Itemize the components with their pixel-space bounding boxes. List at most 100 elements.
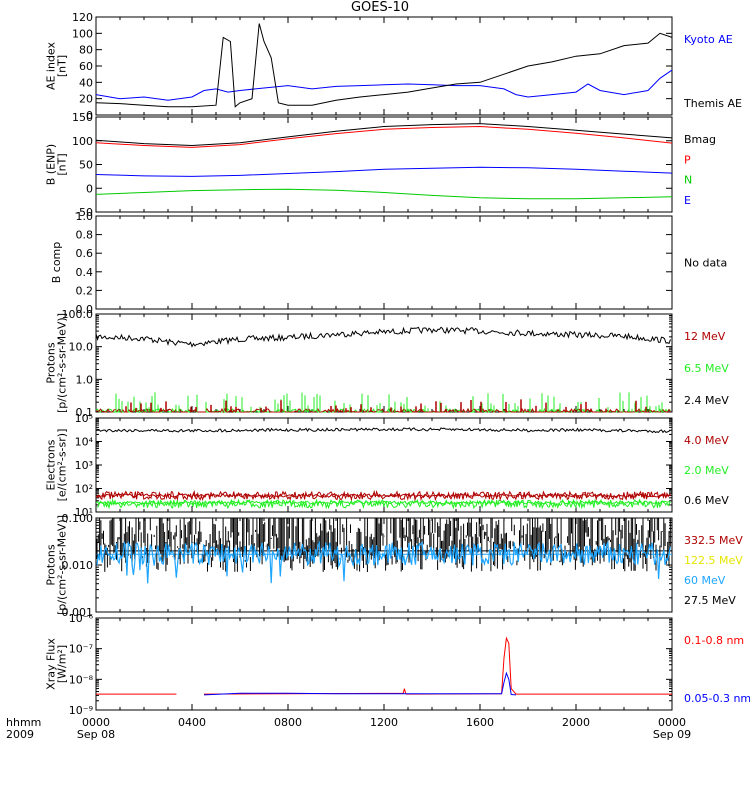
y-axis-label: AE index [45, 41, 58, 90]
series-line [95, 23, 673, 108]
y-tick-label: 1.0 [76, 373, 94, 386]
y-tick-label: 0.4 [76, 266, 94, 279]
y-tick-label: 10⁴ [75, 436, 94, 449]
x-tick-label: 0800 [274, 716, 302, 729]
legend-entry: 122.5 MeV [684, 554, 743, 567]
y-tick-label: 10⁻⁹ [69, 704, 93, 717]
y-axis-label: [e/(cm²-s-sr)] [56, 429, 69, 502]
panel-5: 10¹ 10² 10³ 10⁴ 10⁵ Electrons[e/(cm²-s-sr)] 4.… [45, 412, 730, 519]
series-6-5mev-spikes [115, 392, 663, 412]
series-4mev-noise [96, 489, 671, 502]
series-line [95, 123, 673, 147]
x-tick-date-label: Sep 09 [653, 728, 691, 741]
panel-2: -50 0 50 100 150 B (ENP)[nT] Bmag PNE [45, 111, 717, 219]
y-axis-label: [nT] [56, 55, 69, 77]
panel-6: 0.001 0.010 0.100 Protons[p/(cm²-s-sr-MeV)]… [45, 512, 744, 619]
y-tick-label: 10³ [75, 459, 93, 472]
plot-title: GOES-10 [350, 0, 409, 15]
y-tick-label: 1.0 [76, 210, 94, 223]
y-tick-label: 20 [79, 93, 93, 106]
legend-entry: No data [684, 257, 727, 270]
legend-entry: 0.6 MeV [684, 494, 729, 507]
legend-entry: Bmag [684, 133, 716, 146]
panel-4: 0.1 1.0 10.0 100.0 Protons[p/(cm²-s-sr-MeV)]… [45, 308, 730, 419]
y-tick-label: 10² [75, 483, 93, 496]
legend-entry: E [684, 194, 691, 207]
legend-entry: 0.1-0.8 nm [684, 634, 744, 647]
y-axis-label: Protons [45, 342, 58, 383]
y-tick-label: 10.0 [69, 341, 94, 354]
series-2mev-noise [96, 498, 671, 510]
y-tick-label: 0 [86, 109, 93, 122]
y-axis-label: [p/(cm²-s-sr-MeV)] [56, 313, 69, 413]
y-tick-label: 0.6 [76, 247, 94, 260]
y-tick-label: 150 [72, 111, 93, 124]
y-axis-label: [W/m²] [56, 645, 69, 683]
y-tick-label: 50 [79, 159, 93, 172]
x-tick-label: 0000 [658, 716, 686, 729]
legend-entry: Themis AE [683, 97, 742, 110]
legend-entry: 60 MeV [684, 574, 726, 587]
y-axis-label: B comp [50, 242, 63, 284]
y-tick-label: -50 [75, 206, 93, 219]
y-tick-label: 0.100 [62, 512, 94, 525]
panel-1: 0 20 40 60 80 100 120 AE index[nT] Kyoto AE Themi… [45, 11, 742, 122]
panel-frame [95, 16, 673, 116]
y-tick-label: 0.8 [76, 229, 94, 242]
y-axis-label: Protons [45, 544, 58, 585]
y-tick-label: 10⁵ [75, 412, 93, 425]
y-tick-label: 0.001 [62, 606, 94, 619]
y-axis-label: [p/(cm²-s-sr-MeV)] [56, 515, 69, 615]
series-line [203, 671, 517, 696]
legend-entry: 332.5 MeV [684, 534, 743, 547]
y-tick-label: 80 [79, 44, 93, 57]
y-tick-label: 10¹ [75, 506, 93, 519]
legend-entry: 2.0 MeV [684, 464, 729, 477]
x-tick-label: 1600 [466, 716, 494, 729]
series-line [95, 427, 671, 434]
series-line [95, 326, 671, 348]
y-tick-label: 120 [72, 11, 93, 24]
legend-entry: 0.05-0.3 nm [684, 692, 750, 705]
series-line [95, 493, 671, 499]
legend-entry: 12 MeV [684, 330, 726, 343]
series-line [96, 636, 672, 695]
y-tick-label: 40 [79, 76, 93, 89]
y-tick-label: 0.2 [76, 284, 94, 297]
x-tick-label: 1200 [370, 716, 398, 729]
series-60mev-noise [96, 540, 671, 584]
x-axis-row-label-year: 2009 [6, 728, 34, 741]
y-axis-label: Electrons [45, 439, 58, 490]
series-12mev-spikes [125, 399, 647, 412]
y-axis-label: B (ENP) [45, 144, 58, 185]
panel-frame [95, 617, 673, 711]
x-tick-label: 2000 [562, 716, 590, 729]
panel-7: 10⁻⁹ 10⁻⁸ 10⁻⁷ 10⁻⁶ Xray Flux[W/m²] 0.1-0.8 n… [45, 612, 750, 717]
legend-entry: Kyoto AE [684, 33, 733, 46]
legend-entry: 4.0 MeV [684, 434, 729, 447]
y-tick-label: 100.0 [62, 308, 94, 321]
y-tick-label: 10⁻⁶ [69, 612, 94, 625]
y-tick-label: 0.1 [76, 406, 94, 419]
y-tick-label: 0.0 [76, 303, 94, 316]
series-line [95, 188, 673, 200]
y-axis-label: Xray Flux [45, 638, 58, 690]
series-line [95, 166, 673, 177]
y-tick-label: 0.010 [62, 559, 94, 572]
y-tick-label: 10⁻⁸ [69, 673, 94, 686]
y-tick-label: 0 [86, 182, 93, 195]
legend-entry: 6.5 MeV [684, 362, 729, 375]
y-tick-label: 100 [72, 27, 93, 40]
x-tick-label: 0000 [82, 716, 110, 729]
legend-entry: 27.5 MeV [684, 594, 736, 607]
y-tick-label: 10⁻⁷ [69, 643, 93, 656]
panel-frame [95, 215, 673, 310]
y-axis-label: [nT] [56, 153, 69, 175]
legend-entry: N [684, 174, 692, 187]
y-tick-label: 100 [72, 135, 93, 148]
series-line [95, 69, 673, 101]
panel-3: 0.0 0.2 0.4 0.6 0.8 1.0 B comp No data [50, 210, 727, 316]
